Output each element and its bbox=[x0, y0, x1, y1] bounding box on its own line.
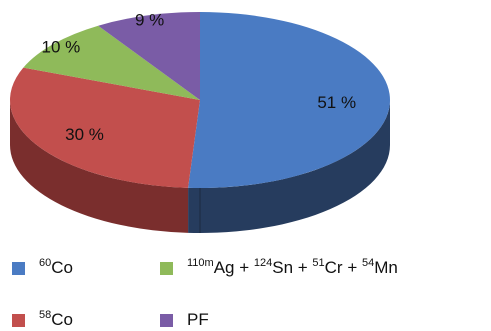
slice-co60 bbox=[188, 12, 391, 188]
slice-ag_sn_cr_mn bbox=[23, 25, 200, 100]
legend-label-co60: 60Co bbox=[39, 257, 73, 278]
legend-swatch-co58 bbox=[12, 313, 25, 327]
legend-item-co60: 60Co bbox=[12, 258, 73, 278]
slice-label-pf: 9 % bbox=[135, 11, 164, 30]
legend-label-ag-sn-cr-mn: 110mAg + 124Sn + 51Cr + 54Mn bbox=[187, 257, 398, 278]
legend-swatch-pf bbox=[160, 313, 173, 327]
legend-item-pf: PF bbox=[160, 310, 209, 330]
legend-swatch-co60 bbox=[12, 261, 25, 275]
slice-pf bbox=[98, 12, 200, 100]
legend-item-co58: 58Co bbox=[12, 310, 73, 330]
slice-label-co58: 30 % bbox=[65, 125, 104, 144]
slice-side-co60 bbox=[188, 100, 390, 233]
slice-label-ag_sn_cr_mn: 10 % bbox=[42, 38, 81, 57]
legend-swatch-ag-sn-cr-mn bbox=[160, 261, 173, 275]
slice-side-co58 bbox=[10, 100, 189, 233]
legend-label-pf: PF bbox=[187, 310, 209, 329]
legend-item-ag-sn-cr-mn: 110mAg + 124Sn + 51Cr + 54Mn bbox=[160, 258, 398, 278]
pie-chart: 51 % 30 % 10 % 9 % bbox=[10, 11, 391, 233]
slice-co58 bbox=[10, 67, 201, 188]
legend-label-co58: 58Co bbox=[39, 309, 73, 330]
slice-label-co60: 51 % bbox=[317, 93, 356, 112]
